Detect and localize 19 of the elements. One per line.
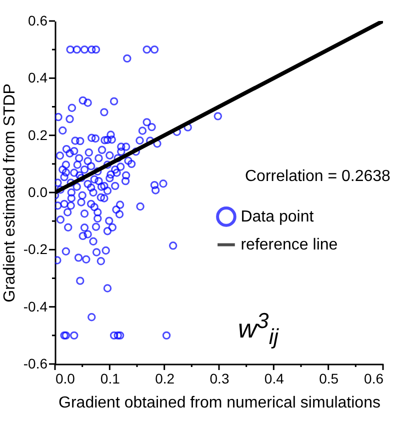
y-axis-title: Gradient estimated from STDP	[1, 84, 18, 302]
legend-label: reference line	[240, 236, 338, 254]
y-tick-label: 0.2	[28, 126, 48, 143]
x-tick-label: 0.1	[100, 370, 120, 386]
y-tick-label: 0.0	[28, 184, 48, 200]
x-tick-label: 0.5	[319, 370, 339, 386]
annotation: Correlation = 0.2638	[245, 168, 390, 186]
x-axis-title: Gradient obtained from numerical simulations	[58, 394, 380, 412]
x-tick-label: 0.0	[56, 370, 76, 386]
y-tick-label: -0.2	[23, 241, 48, 258]
x-tick-label: 0.3	[210, 370, 230, 386]
x-tick-label: 0.4	[264, 370, 284, 386]
y-tick-label: 0.6	[28, 12, 48, 28]
x-tick-label: 0.2	[155, 370, 175, 386]
y-tick-label: -0.4	[23, 298, 48, 314]
y-tick-label: -0.6	[23, 356, 48, 372]
x-tick-label: 0.6	[364, 370, 384, 386]
legend-label: Data point	[240, 208, 314, 226]
y-tick-label: 0.4	[28, 70, 48, 86]
